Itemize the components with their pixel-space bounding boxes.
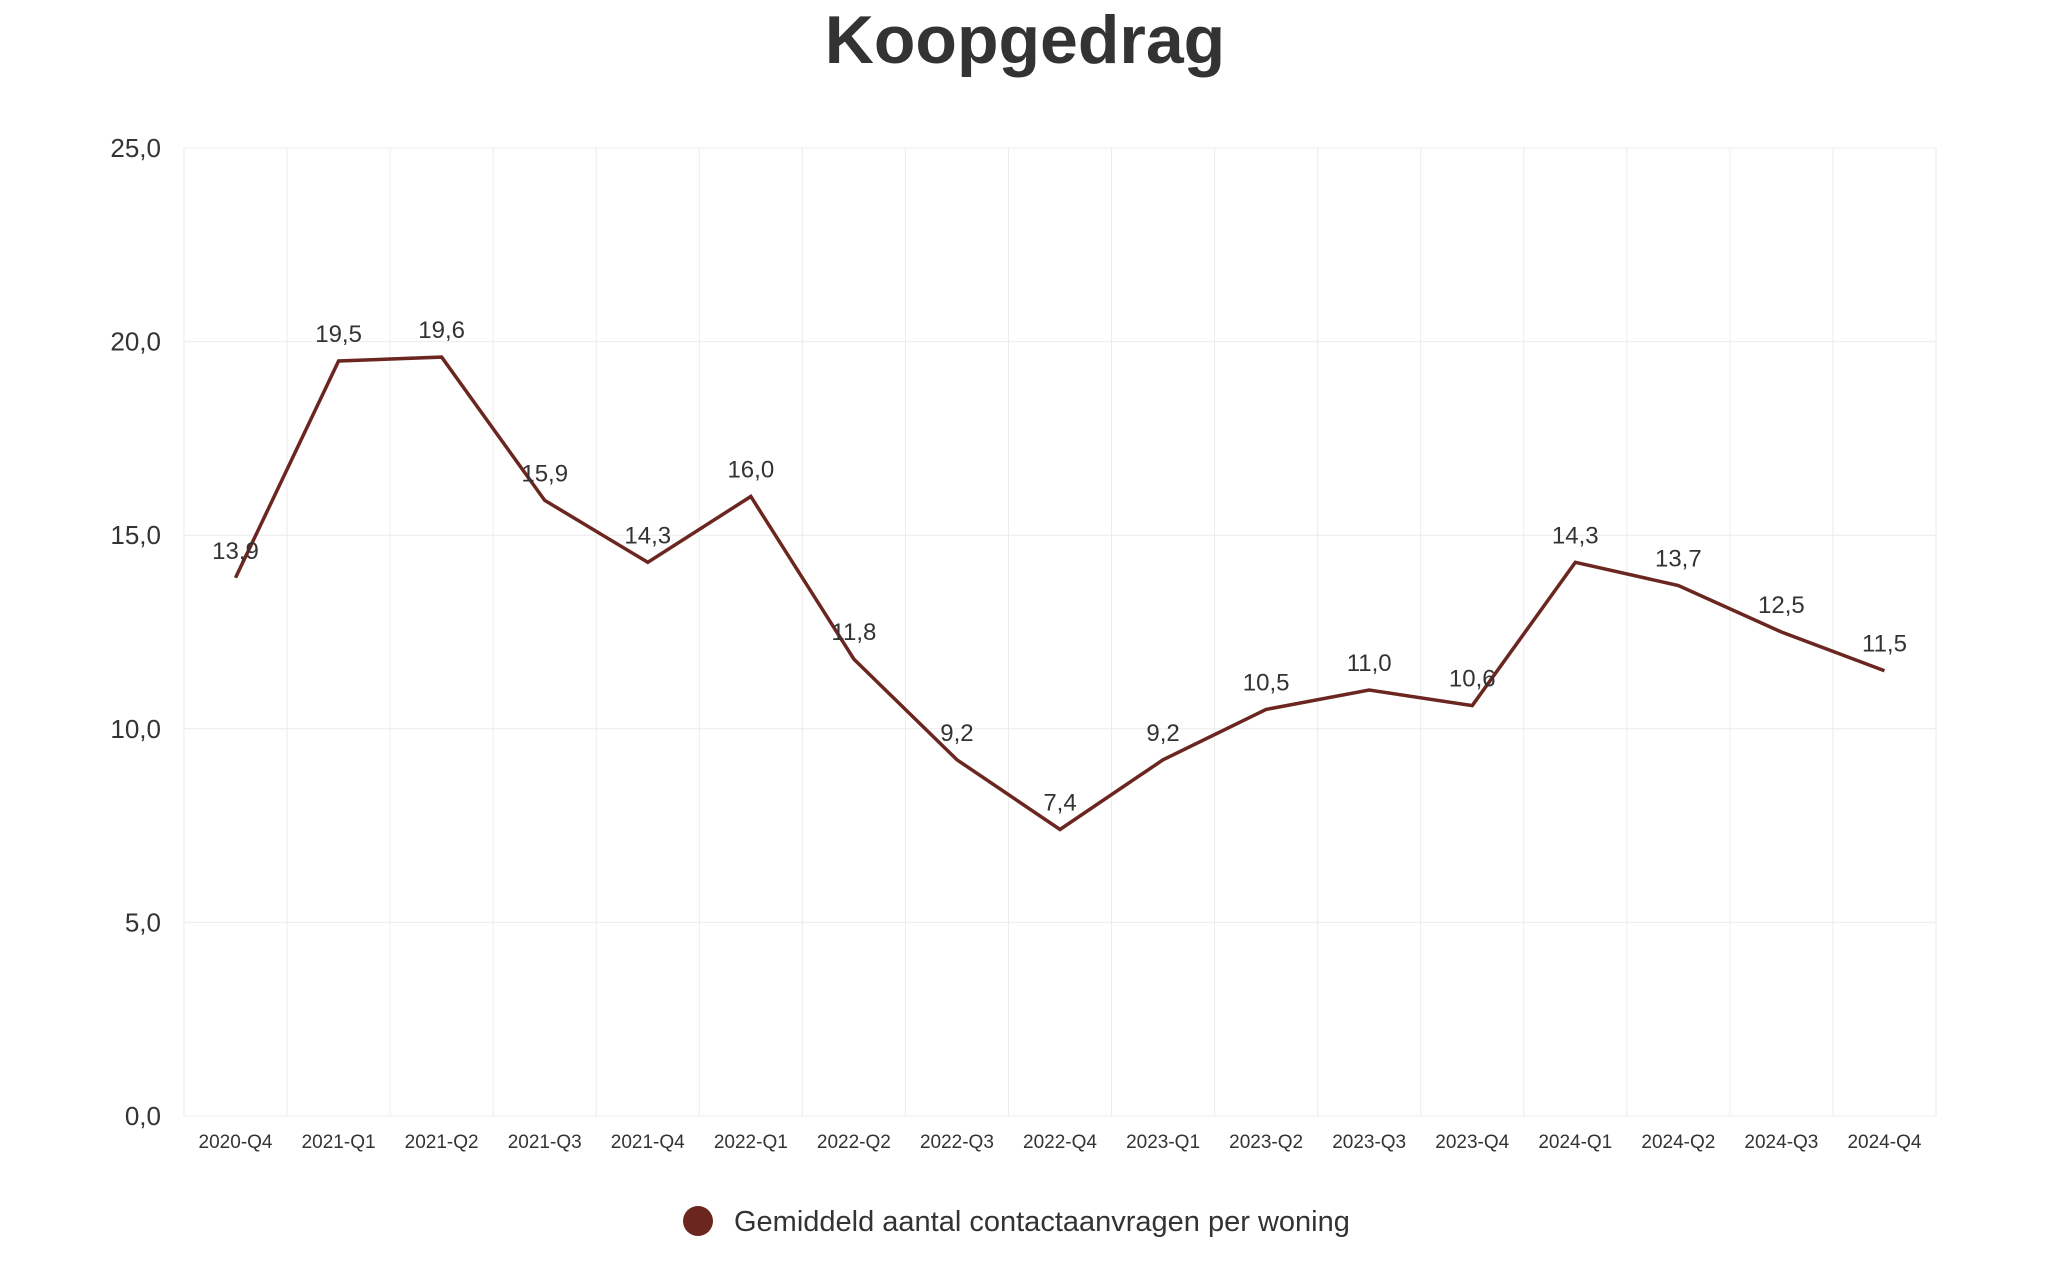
data-point[interactable] xyxy=(440,355,444,359)
x-tick-label: 2022-Q1 xyxy=(714,1132,788,1153)
data-label: 11,0 xyxy=(1347,650,1392,677)
legend-label: Gemiddeld aantal contactaanvragen per wo… xyxy=(734,1206,1350,1238)
data-label: 14,3 xyxy=(624,522,671,549)
data-labels: 13,9 19,5 19,6 15,9 14,3 16,0 11,8 9,2 7,4 9,2 10,… xyxy=(212,317,1907,816)
data-point[interactable] xyxy=(1470,704,1474,708)
y-tick-label: 0,0 xyxy=(125,1101,161,1131)
x-tick-label: 2023-Q3 xyxy=(1332,1132,1406,1153)
x-tick-label: 2021-Q4 xyxy=(611,1132,685,1153)
data-label: 9,2 xyxy=(1146,720,1179,747)
data-point[interactable] xyxy=(1264,707,1268,711)
x-tick-label: 2021-Q1 xyxy=(302,1132,376,1153)
x-tick-label: 2022-Q3 xyxy=(920,1132,994,1153)
y-axis: 0,0 5,0 10,0 15,0 20,0 25,0 xyxy=(110,133,161,1131)
plot-area xyxy=(183,147,1937,1117)
y-tick-label: 25,0 xyxy=(110,133,161,163)
series-layer xyxy=(233,355,1886,832)
x-tick-label: 2024-Q4 xyxy=(1847,1132,1921,1153)
data-point[interactable] xyxy=(749,494,753,498)
data-point[interactable] xyxy=(337,359,341,363)
data-point[interactable] xyxy=(1058,827,1062,831)
data-point[interactable] xyxy=(955,758,959,762)
data-label: 12,5 xyxy=(1758,592,1805,619)
x-tick-label: 2023-Q4 xyxy=(1435,1132,1509,1153)
data-label: 7,4 xyxy=(1043,789,1076,816)
x-axis: 2020-Q4 2021-Q1 2021-Q2 2021-Q3 2021-Q4 2022-… xyxy=(199,1132,1922,1153)
y-tick-label: 20,0 xyxy=(110,327,161,357)
y-tick-label: 5,0 xyxy=(125,907,161,937)
data-label: 16,0 xyxy=(727,456,774,483)
x-tick-label: 2022-Q2 xyxy=(817,1132,891,1153)
data-point[interactable] xyxy=(234,576,238,580)
x-tick-label: 2023-Q1 xyxy=(1126,1132,1200,1153)
chart-title: Koopgedrag xyxy=(825,2,1225,78)
data-point[interactable] xyxy=(1882,669,1886,673)
data-label: 19,6 xyxy=(418,317,465,344)
x-tick-label: 2024-Q2 xyxy=(1641,1132,1715,1153)
x-tick-label: 2020-Q4 xyxy=(199,1132,273,1153)
data-label: 19,5 xyxy=(315,321,362,348)
x-tick-label: 2024-Q1 xyxy=(1538,1132,1612,1153)
data-label: 9,2 xyxy=(940,720,973,747)
data-label: 11,5 xyxy=(1862,631,1907,658)
data-point[interactable] xyxy=(852,657,856,661)
data-point[interactable] xyxy=(646,560,650,564)
data-label: 11,8 xyxy=(831,619,876,646)
data-label: 10,6 xyxy=(1449,666,1496,693)
legend[interactable]: Gemiddeld aantal contactaanvragen per wo… xyxy=(683,1206,1350,1238)
x-tick-label: 2024-Q3 xyxy=(1744,1132,1818,1153)
data-point[interactable] xyxy=(1161,758,1165,762)
x-tick-label: 2023-Q2 xyxy=(1229,1132,1303,1153)
data-label: 15,9 xyxy=(521,460,568,487)
data-point[interactable] xyxy=(1367,688,1371,692)
data-point[interactable] xyxy=(1573,560,1577,564)
data-label: 13,7 xyxy=(1655,546,1702,573)
gridlines xyxy=(184,147,1936,1117)
series-line xyxy=(233,355,1886,832)
data-label: 14,3 xyxy=(1552,522,1599,549)
y-tick-label: 15,0 xyxy=(110,520,161,550)
data-point[interactable] xyxy=(543,498,547,502)
x-tick-label: 2021-Q3 xyxy=(508,1132,582,1153)
x-tick-label: 2021-Q2 xyxy=(405,1132,479,1153)
data-label: 13,9 xyxy=(212,538,259,565)
y-tick-label: 10,0 xyxy=(110,714,161,744)
data-point[interactable] xyxy=(1676,584,1680,588)
x-tick-label: 2022-Q4 xyxy=(1023,1132,1097,1153)
data-label: 10,5 xyxy=(1243,669,1290,696)
data-point[interactable] xyxy=(1779,630,1783,634)
legend-marker xyxy=(683,1206,713,1236)
